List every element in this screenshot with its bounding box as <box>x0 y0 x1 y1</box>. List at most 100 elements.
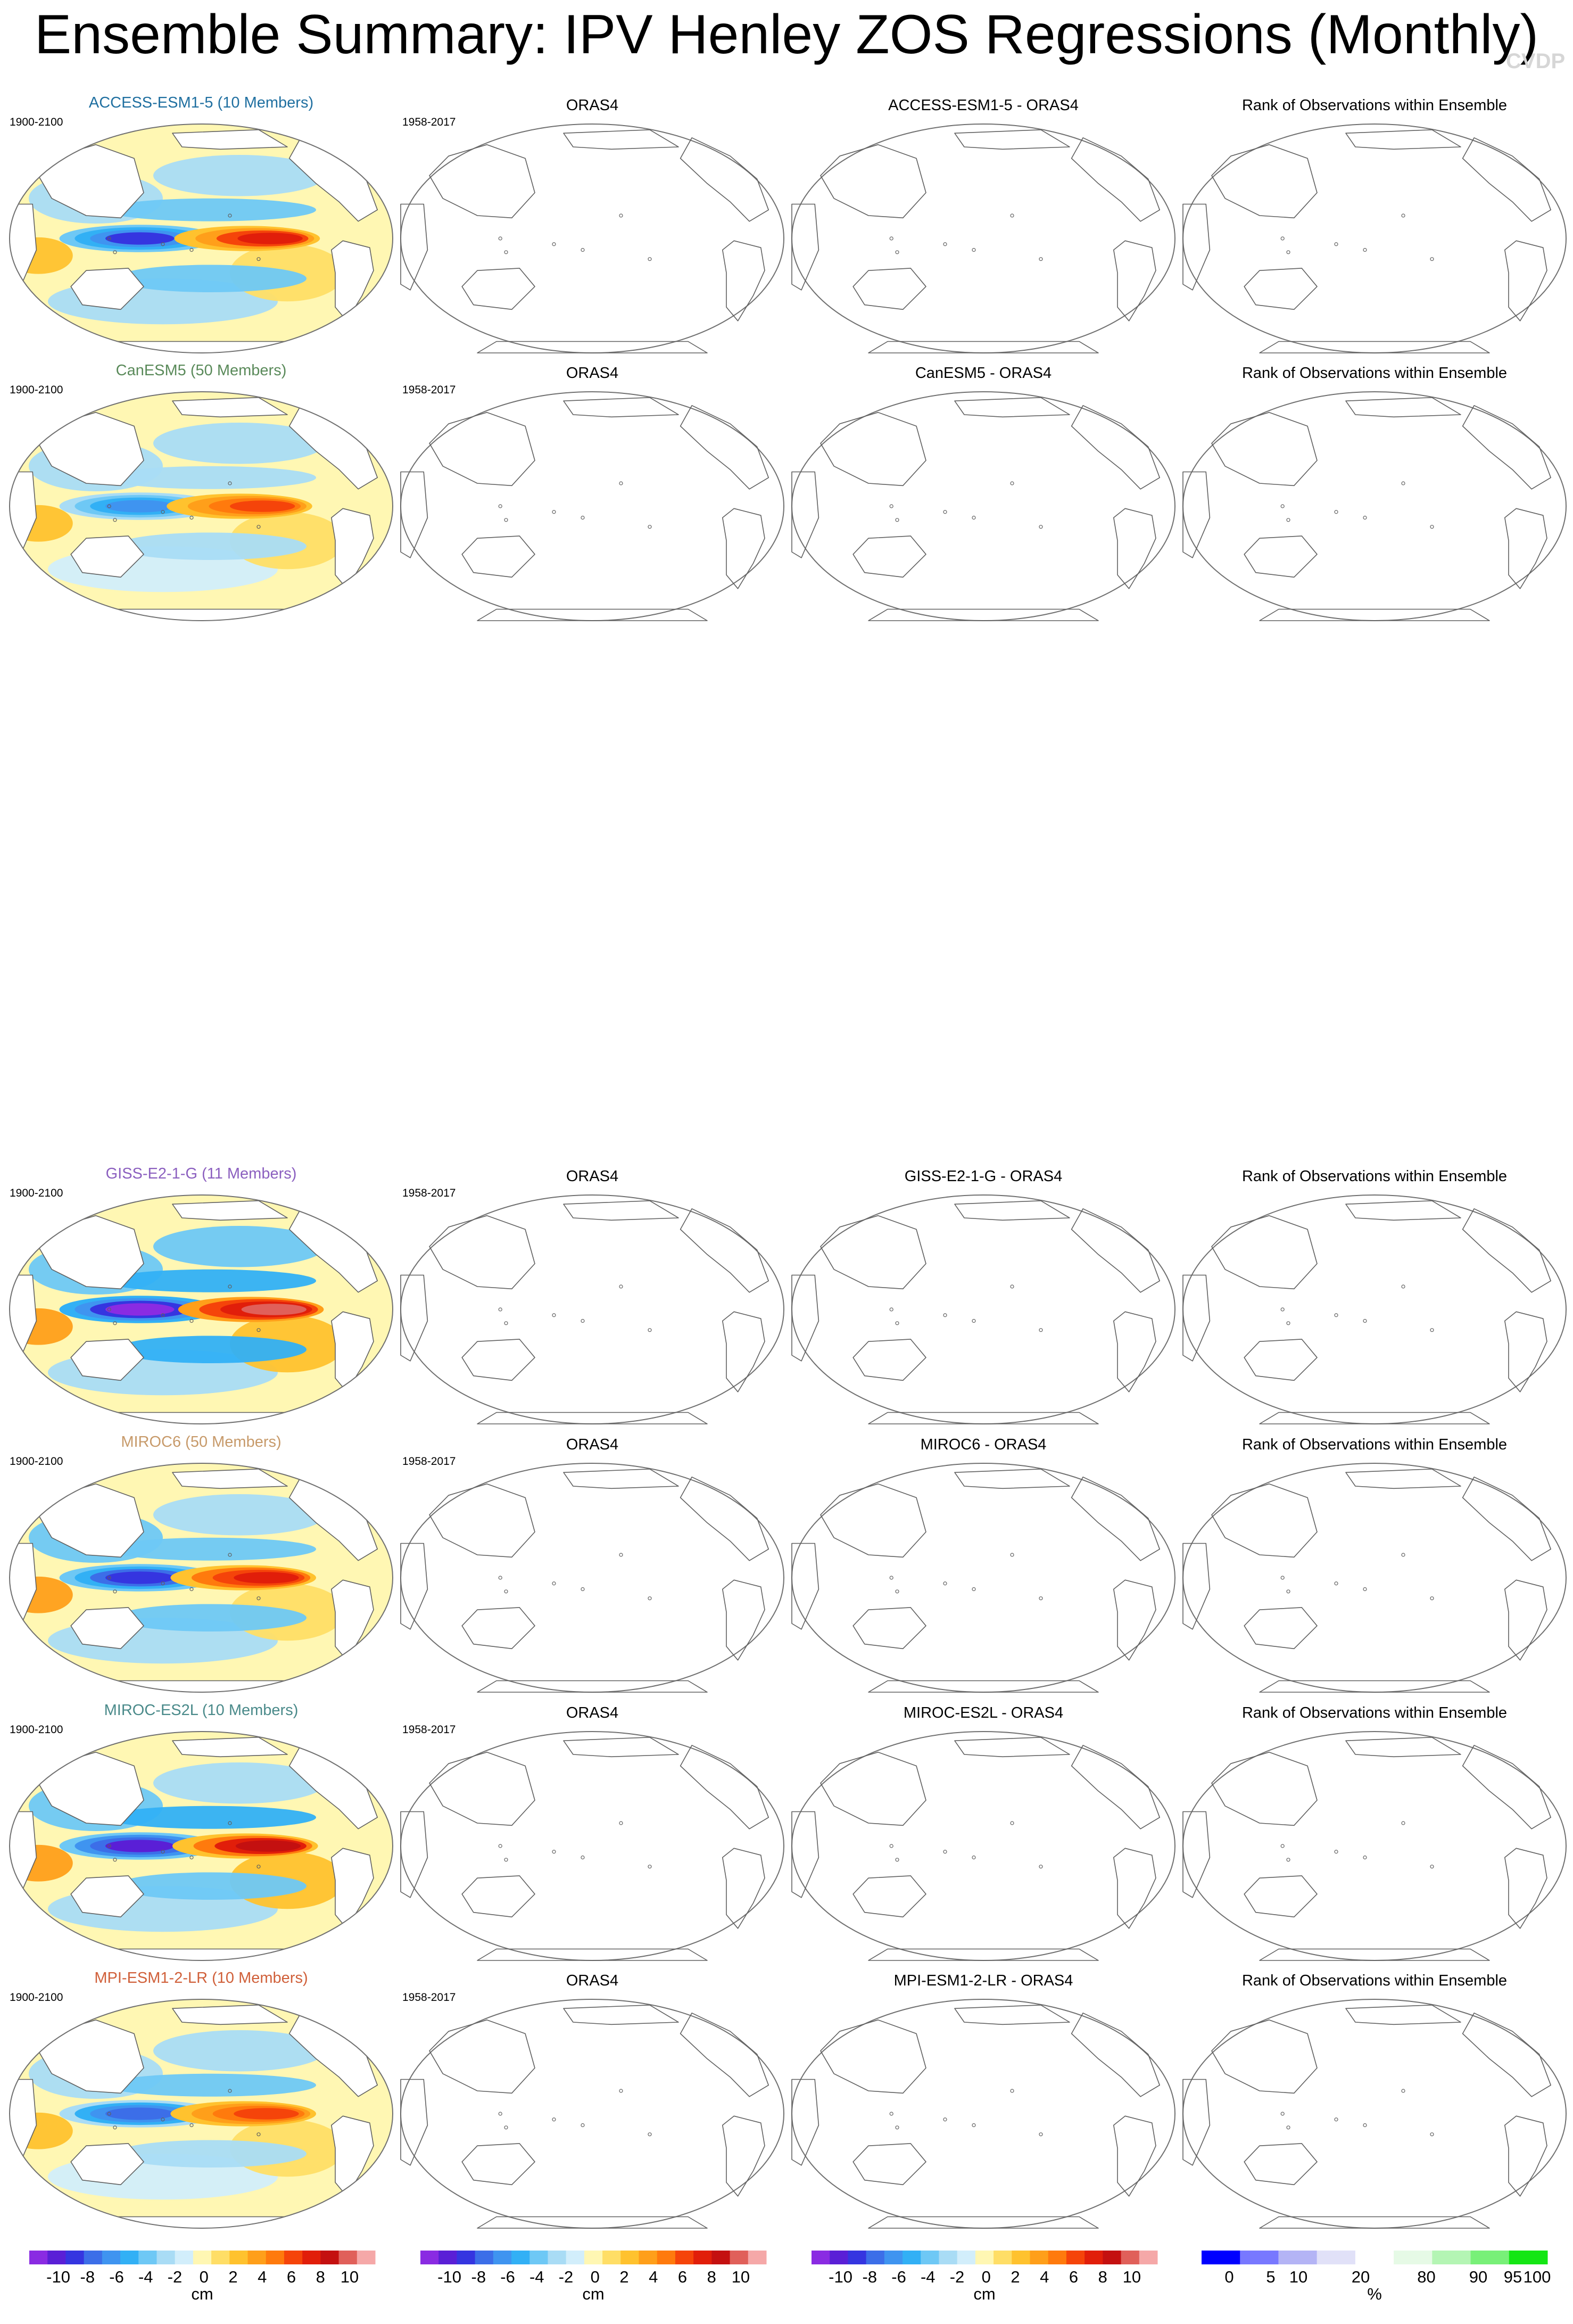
continent-outline <box>1259 608 1490 621</box>
eastern-pacific-anomaly <box>234 2108 299 2120</box>
colorbar-swatch <box>1012 2251 1031 2264</box>
globe-outline <box>1182 123 1567 353</box>
field-anomaly <box>153 1762 326 1804</box>
colorbar-swatch <box>65 2251 85 2264</box>
observation-period: 1958-2017 <box>402 1991 456 2004</box>
continent-outline <box>1071 137 1160 222</box>
continent-outline <box>852 1607 926 1650</box>
island-outline <box>943 1581 947 1586</box>
colorbar-swatch <box>903 2251 921 2264</box>
colorbar-unit-label: cm <box>582 2285 604 2303</box>
model-period: 1900-2100 <box>10 1187 63 1199</box>
island-outline <box>943 510 947 514</box>
island-outline <box>943 242 947 246</box>
colorbar-tick-label: 10 <box>1123 2268 1141 2286</box>
island-outline <box>189 1318 194 1323</box>
continent-outline <box>70 1339 144 1381</box>
island-outline <box>1280 236 1285 241</box>
colorbar: -10 -8 -6 -4 -2 0 2 4 6 8 10 cm <box>29 2251 376 2303</box>
colorbar-tick-label: 2 <box>619 2268 628 2286</box>
western-pacific-anomaly <box>105 1571 175 1584</box>
continent-outline <box>1071 1477 1160 1561</box>
model-regression-panel: MIROC-ES2L (10 Members) 1900-2100 <box>9 1702 393 1961</box>
observation-panel: ORAS4 1958-2017 <box>400 1704 784 1961</box>
colorbar-swatch <box>120 2251 139 2264</box>
continent-outline <box>1244 535 1318 578</box>
continent-outline <box>477 1680 708 1693</box>
island-outline <box>504 1858 508 1862</box>
colorbar-tick-label: -2 <box>168 2268 183 2286</box>
island-outline <box>552 1313 556 1317</box>
colorbar-swatch <box>693 2251 712 2264</box>
globe-outline <box>1182 1731 1567 1961</box>
colorbar-tick-label: -4 <box>921 2268 935 2286</box>
continent-outline <box>680 1745 769 1829</box>
continent-outline <box>1259 1680 1490 1693</box>
observation-title: ORAS4 <box>566 1168 618 1185</box>
field-anomaly <box>115 1872 307 1900</box>
island-outline <box>228 481 232 485</box>
rank-panel: Rank of Observations within Ensemble <box>1182 365 1567 621</box>
continent-outline <box>954 397 1070 418</box>
island-outline <box>161 1850 165 1854</box>
cvdp-watermark: CVDP <box>1506 50 1565 73</box>
colorbar-swatch <box>1509 2251 1548 2264</box>
island-outline <box>498 504 502 508</box>
panel-row: MIROC-ES2L (10 Members) 1900-2100 ORAS4 195… <box>9 1702 1567 1961</box>
colorbar-tick-label: 4 <box>1040 2268 1049 2286</box>
observation-panel: ORAS4 1958-2017 <box>400 365 784 621</box>
continent-outline <box>563 1469 679 1489</box>
island-outline <box>895 1858 899 1862</box>
island-outline <box>504 2125 508 2130</box>
globe-outline <box>9 391 393 621</box>
colorbar-swatch <box>812 2251 830 2264</box>
colorbar-swatch <box>657 2251 676 2264</box>
colorbar-swatch <box>175 2251 194 2264</box>
observation-period: 1958-2017 <box>402 1187 456 1199</box>
globe-outline <box>1182 391 1567 621</box>
island-outline <box>1039 2132 1043 2137</box>
colorbar-swatch <box>1202 2251 1240 2264</box>
eastern-pacific-anomaly <box>235 1840 301 1852</box>
western-pacific-anomaly <box>105 232 175 245</box>
globe-outline <box>791 1194 1175 1424</box>
model-title: MIROC6 (50 Members) <box>121 1433 281 1451</box>
island-outline <box>1280 1576 1285 1580</box>
continent-outline <box>868 1680 1099 1693</box>
continent-outline <box>680 1477 769 1561</box>
difference-panel: MIROC6 - ORAS4 <box>791 1436 1175 1693</box>
island-outline <box>1334 510 1338 514</box>
continent-outline <box>429 411 535 487</box>
island-outline <box>504 518 508 522</box>
island-outline <box>1010 1284 1014 1289</box>
island-outline <box>256 1328 261 1332</box>
colorbar-unit-label: cm <box>973 2285 995 2303</box>
map-panel-grid: ACCESS-ESM1-5 (10 Members) 1900-2100 ORAS4… <box>9 94 1567 2229</box>
continent-outline <box>477 608 708 621</box>
continent-outline <box>1345 1737 1461 1758</box>
continent-outline <box>1071 1208 1160 1293</box>
colorbar-swatch <box>1470 2251 1510 2264</box>
observation-title: ORAS4 <box>566 365 618 382</box>
island-outline <box>972 1318 976 1323</box>
rank-panel: Rank of Observations within Ensemble <box>1182 1436 1567 1693</box>
field-anomaly <box>115 1336 307 1364</box>
island-outline <box>1401 1284 1405 1289</box>
continent-outline <box>1244 2143 1318 2186</box>
difference-panel: ACCESS-ESM1-5 - ORAS4 <box>791 97 1175 353</box>
island-outline <box>228 2089 232 2093</box>
colorbar-swatch <box>302 2251 321 2264</box>
colorbar: 0 5 10 20 80 90 95 100% <box>1202 2251 1551 2303</box>
globe-outline <box>9 1194 393 1424</box>
island-outline <box>581 515 585 520</box>
observation-title: ORAS4 <box>566 97 618 114</box>
continent-outline <box>563 1737 679 1758</box>
colorbar-swatch <box>1240 2251 1279 2264</box>
continent-outline <box>38 1215 144 1290</box>
field-anomaly <box>115 532 307 561</box>
continent-outline <box>1504 240 1547 322</box>
continent-outline <box>477 341 708 353</box>
colorbar-tick-label: 5 <box>1266 2268 1275 2286</box>
continent-outline <box>461 535 535 578</box>
